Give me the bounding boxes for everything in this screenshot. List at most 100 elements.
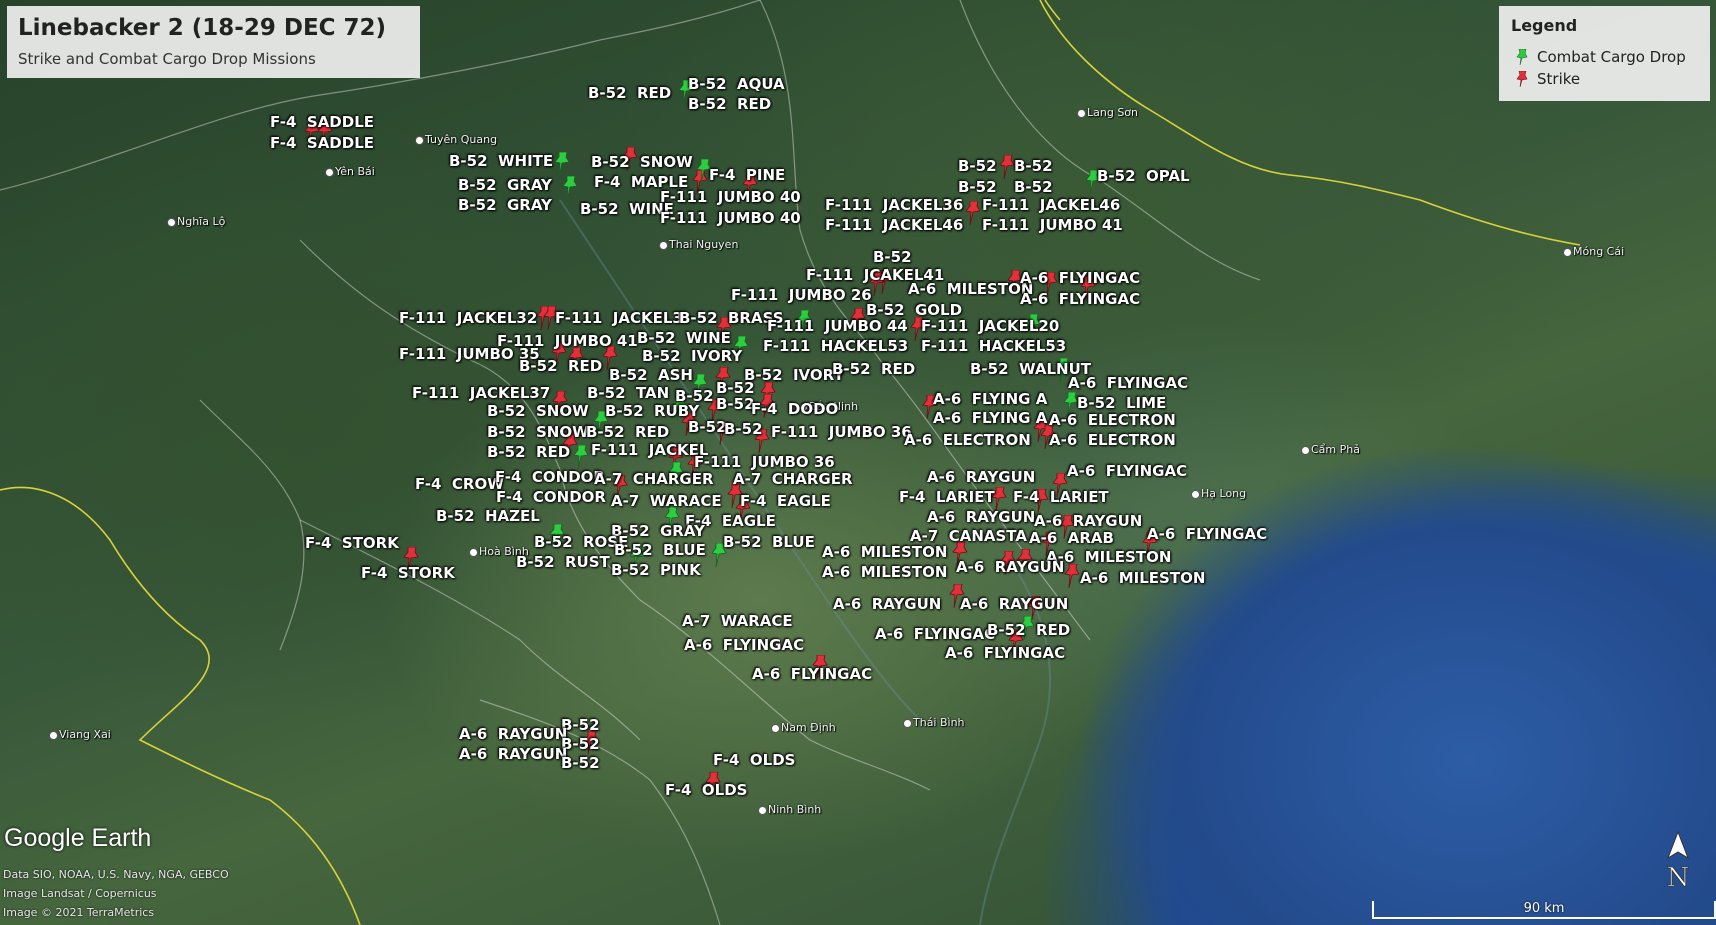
strike-pushpin-icon[interactable] [1033, 418, 1049, 442]
mission-label[interactable]: F-111 JACKEL46 [982, 196, 1121, 214]
strike-pushpin-icon[interactable] [715, 421, 731, 445]
strike-pushpin-icon[interactable] [1064, 564, 1080, 588]
mission-label[interactable]: A-7 CHARGER [594, 470, 714, 488]
cargo-pushpin-icon[interactable] [733, 336, 749, 360]
mission-label[interactable]: A-6 RAYGUN [833, 595, 942, 613]
mission-label[interactable]: A-6 RAYGUN [459, 725, 568, 743]
cargo-pushpin-icon[interactable] [562, 176, 578, 200]
mission-label[interactable]: B-52 WINE [580, 200, 674, 218]
mission-label[interactable]: A-6 FLYINGAC [684, 636, 805, 654]
mission-label[interactable]: B-52 IVORY [744, 366, 845, 384]
strike-pushpin-icon[interactable] [612, 475, 628, 499]
mission-label[interactable]: B-52 TAN [587, 384, 670, 402]
mission-label[interactable]: B-52 [675, 387, 714, 405]
cargo-pushpin-icon[interactable] [664, 507, 680, 531]
mission-label[interactable]: A-6 MILESTON [822, 543, 948, 561]
strike-pushpin-icon[interactable] [1042, 272, 1058, 296]
mission-label[interactable]: A-6 FLYINGAC [1068, 374, 1189, 392]
mission-label[interactable]: F-111 JACKEL36 [825, 196, 964, 214]
strike-pushpin-icon[interactable] [727, 484, 743, 508]
mission-label[interactable]: B-52 [958, 178, 997, 196]
mission-label[interactable]: F-4 STORK [361, 564, 455, 582]
mission-label[interactable]: B-52 WINE [637, 329, 731, 347]
strike-pushpin-icon[interactable] [707, 399, 723, 423]
strike-pushpin-icon[interactable] [1027, 596, 1043, 620]
cargo-pushpin-icon[interactable] [692, 374, 708, 398]
mission-label[interactable]: F-111 JCAKEL41 [806, 266, 945, 284]
mission-label[interactable]: B-52 GRAY [458, 176, 552, 194]
strike-pushpin-icon[interactable] [602, 346, 618, 370]
mission-label[interactable]: F-111 JACKEL46 [825, 216, 964, 234]
mission-label[interactable]: B-52 WHITE [449, 152, 554, 170]
mission-label[interactable]: F-111 JUMBO 40 [660, 188, 801, 206]
mission-label[interactable]: A-6 FLYINGAC [1067, 462, 1188, 480]
mission-label[interactable]: B-52 LIME [1077, 394, 1167, 412]
cargo-pushpin-icon[interactable] [1063, 392, 1079, 416]
cargo-pushpin-icon[interactable] [678, 80, 694, 104]
strike-pushpin-icon[interactable] [583, 731, 599, 755]
cargo-pushpin-icon[interactable] [1019, 616, 1035, 640]
mission-label[interactable]: F-111 JUMBO 36 [694, 453, 835, 471]
mission-label[interactable]: A-6 RAYGUN [956, 558, 1065, 576]
strike-pushpin-icon[interactable] [1052, 473, 1068, 497]
mission-label[interactable]: A-6 RAYGUN [927, 508, 1036, 526]
mission-label[interactable]: B-52 SNOW [487, 402, 589, 420]
mission-label[interactable]: B-52 RUBY [605, 402, 700, 420]
mission-label[interactable]: B-52 WALNUT [970, 360, 1091, 378]
strike-pushpin-icon[interactable] [681, 412, 697, 436]
mission-label[interactable]: B-52 [1014, 178, 1053, 196]
mission-label[interactable]: B-52 [688, 418, 727, 436]
strike-pushpin-icon[interactable] [754, 429, 770, 453]
mission-label[interactable]: A-6 ELECTRON [1049, 431, 1176, 449]
mission-label[interactable]: A-6 ARAB [1029, 529, 1114, 547]
strike-pushpin-icon[interactable] [317, 121, 333, 145]
strike-pushpin-icon[interactable] [1080, 276, 1096, 300]
strike-pushpin-icon[interactable] [952, 542, 968, 566]
strike-pushpin-icon[interactable] [562, 434, 578, 458]
strike-pushpin-icon[interactable] [304, 121, 320, 145]
cargo-pushpin-icon[interactable] [1085, 170, 1101, 194]
strike-pushpin-icon[interactable] [403, 547, 419, 571]
strike-pushpin-icon[interactable] [1041, 532, 1057, 556]
mission-label[interactable]: A-6 FLYINGAC [1020, 290, 1141, 308]
strike-pushpin-icon[interactable] [552, 391, 568, 415]
strike-pushpin-icon[interactable] [1008, 630, 1024, 654]
mission-label[interactable]: F-111 JUMBO 41 [497, 332, 638, 350]
mission-label[interactable]: A-6 MILESTON [1046, 548, 1172, 566]
mission-label[interactable]: B-52 [724, 420, 763, 438]
mission-label[interactable]: B-52 HAZEL [436, 507, 540, 525]
mission-label[interactable]: B-52 GRAY [458, 196, 552, 214]
mission-label[interactable]: F-4 PINE [709, 166, 786, 184]
cargo-pushpin-icon[interactable] [796, 310, 812, 334]
cargo-pushpin-icon[interactable] [629, 546, 645, 570]
mission-label[interactable]: A-6 FLYING A [933, 390, 1048, 408]
mission-label[interactable]: A-6 ELECTRON [904, 431, 1031, 449]
mission-label[interactable]: A-6 RAYGUN [927, 468, 1036, 486]
strike-pushpin-icon[interactable] [692, 170, 708, 194]
strike-pushpin-icon[interactable] [991, 487, 1007, 511]
cargo-pushpin-icon[interactable] [1055, 358, 1071, 382]
mission-label[interactable]: F-4 LARIET [1013, 488, 1109, 506]
mission-label[interactable]: B-52 [561, 754, 600, 772]
mission-label[interactable]: F-4 OLDS [713, 751, 796, 769]
mission-label[interactable]: B-52 BLUE [614, 541, 706, 559]
mission-label[interactable]: B-52 [561, 716, 600, 734]
mission-label[interactable]: F-111 HACKEL53 [921, 337, 1067, 355]
mission-label[interactable]: F-111 JACKEL32 [399, 309, 538, 327]
mission-label[interactable]: A-7 CANASTA [910, 527, 1027, 545]
mission-label[interactable]: B-52 OPAL [1097, 167, 1190, 185]
mission-label[interactable]: F-4 CROW [415, 475, 504, 493]
mission-label[interactable]: A-6 MILESTON [908, 280, 1034, 298]
mission-label[interactable]: B-52 RED [519, 357, 603, 375]
mission-label[interactable]: B-52 RED [487, 443, 571, 461]
mission-label[interactable]: B-52 IVORY [642, 347, 743, 365]
cargo-pushpin-icon[interactable] [593, 411, 609, 435]
strike-pushpin-icon[interactable] [1059, 515, 1075, 539]
mission-label[interactable]: F-111 JUMBO 40 [660, 209, 801, 227]
mission-label[interactable]: B-52 BRASS [679, 309, 784, 327]
mission-label[interactable]: A-6 FLYINGAC [752, 665, 873, 683]
strike-pushpin-icon[interactable] [742, 174, 758, 198]
mission-label[interactable]: A-6 ELECTRON [1049, 411, 1176, 429]
strike-pushpin-icon[interactable] [869, 272, 885, 296]
strike-pushpin-icon[interactable] [1000, 551, 1016, 575]
